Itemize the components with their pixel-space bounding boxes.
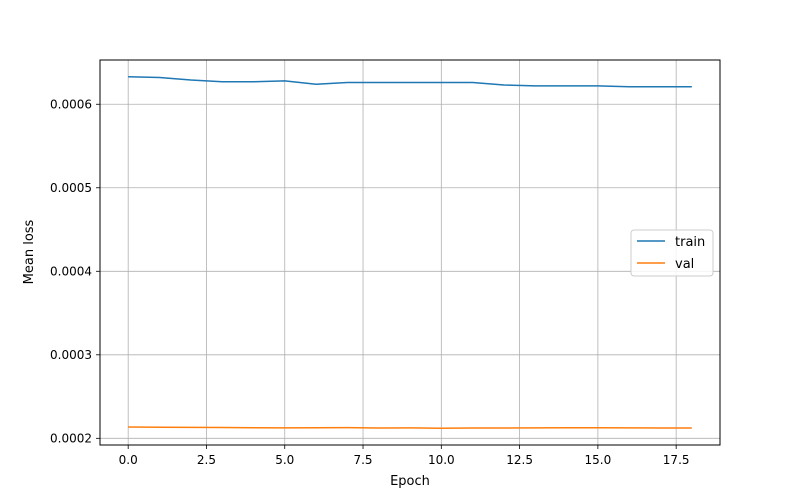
y-tick-label: 0.0005 [50,181,92,195]
plot-frame [99,59,721,446]
x-tick-label: 5.0 [275,453,294,467]
legend: train val [630,229,714,277]
y-tick-label: 0.0004 [50,264,92,278]
series-lines [128,75,692,430]
y-tick-label: 0.0002 [50,431,92,445]
x-tick-label: 15.0 [585,453,612,467]
legend-label-val: val [675,257,694,272]
legend-label-train: train [675,235,705,250]
series-line-train [128,75,692,88]
grid [100,60,720,445]
x-tick-label: 17.5 [663,453,690,467]
x-axis-label: Epoch [390,474,430,489]
x-tick-label: 12.5 [506,453,533,467]
series-line-val [128,426,692,430]
y-axis-label: Mean loss [22,219,37,284]
x-tick-label: 10.0 [428,453,455,467]
axis-ticks: 0.0 2.5 5.0 7.5 10.0 12.5 15.0 17.5 0.0002 0.0003… [50,97,690,467]
x-tick-label: 0.0 [119,453,138,467]
y-tick-label: 0.0006 [50,97,92,111]
x-tick-label: 7.5 [353,453,372,467]
y-tick-label: 0.0003 [50,348,92,362]
x-tick-label: 2.5 [197,453,216,467]
